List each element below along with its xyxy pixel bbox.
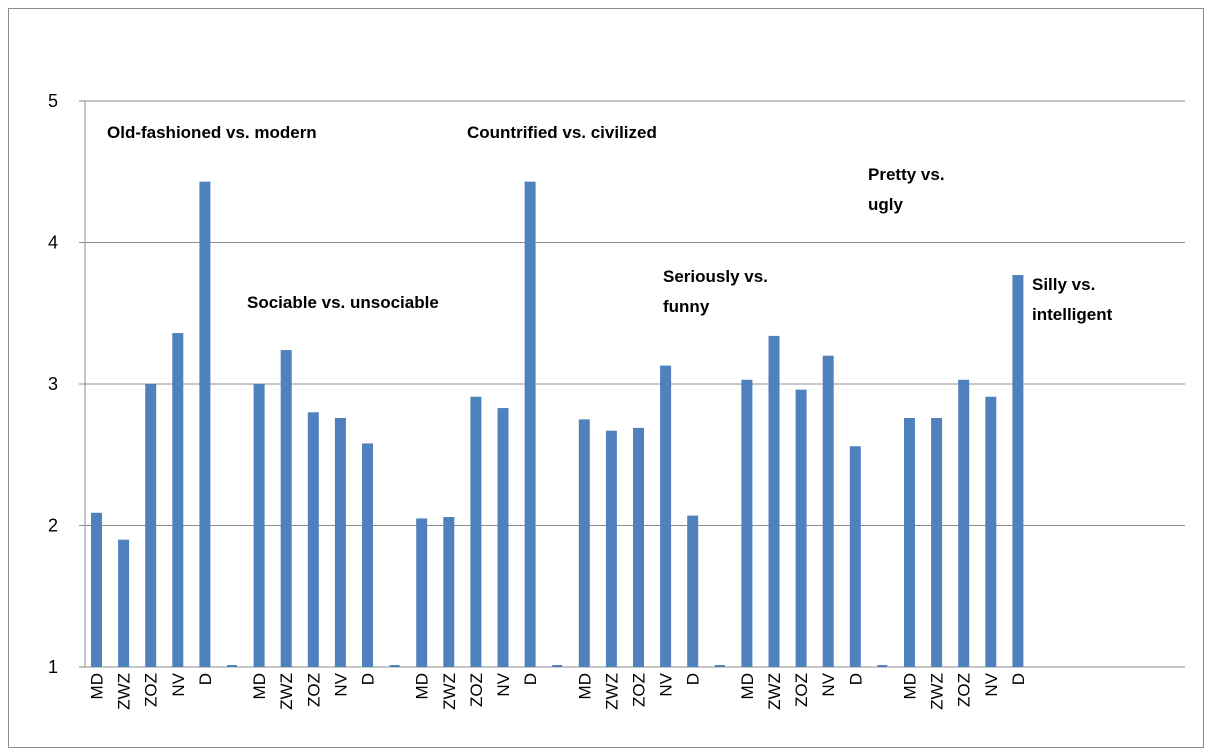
- group-label-1: Old-fashioned vs. modern: [107, 123, 317, 142]
- x-category-label: ZOZ: [304, 673, 323, 707]
- x-category-label: NV: [982, 672, 1001, 696]
- x-category-label: MD: [738, 673, 757, 699]
- x-category-label: D: [846, 673, 865, 685]
- bar-chart: 1 2 3 4 5 MD ZWZ ZOZ NV D Old-fashioned vs. modern…: [48, 91, 1185, 710]
- x-category-label: D: [684, 673, 703, 685]
- y-tick-label-1: 1: [48, 657, 58, 677]
- x-category-label: ZWZ: [928, 673, 947, 710]
- x-category-label: ZWZ: [440, 673, 459, 710]
- bar-5-zwz: [768, 335, 780, 667]
- bar-6-d: [1012, 275, 1024, 667]
- bar-1-zwz: [118, 539, 130, 667]
- x-category-label: D: [521, 673, 540, 685]
- y-tick-label-3: 3: [48, 374, 58, 394]
- bar-2-d: [362, 443, 373, 667]
- bar-5-d: [849, 446, 861, 667]
- x-category-label: MD: [250, 673, 269, 699]
- group-label-3: Countrified vs. civilized: [467, 123, 657, 142]
- group-label-5: ugly: [868, 195, 903, 214]
- bar-5-zoz: [795, 389, 807, 667]
- bar-3-md: [416, 518, 428, 667]
- bar-1-nv: [172, 333, 184, 667]
- bar-3-d: [524, 181, 536, 667]
- bar-6-zoz: [958, 379, 970, 667]
- x-category-label: ZWZ: [602, 673, 621, 710]
- x-category-label: ZOZ: [630, 673, 649, 707]
- bar-1-zoz: [145, 384, 157, 667]
- bar-5-md: [741, 379, 753, 667]
- x-category-label: ZOZ: [142, 673, 161, 707]
- x-category-label: MD: [901, 673, 920, 699]
- bar-4-zoz: [633, 427, 644, 667]
- x-category-label: NV: [494, 672, 513, 696]
- x-category-label: ZOZ: [955, 673, 974, 707]
- x-category-label: ZOZ: [792, 673, 811, 707]
- group-label-5: Pretty vs.: [868, 165, 945, 184]
- bar-4-md: [578, 419, 590, 667]
- bar-4-d: [687, 515, 699, 667]
- bar-3-nv: [497, 408, 509, 667]
- group-label-2: Sociable vs. unsociable: [247, 293, 439, 312]
- bar-3-zwz: [443, 517, 455, 667]
- group-label-6: intelligent: [1032, 305, 1113, 324]
- x-category-label: ZWZ: [115, 673, 134, 710]
- bar-2-nv: [334, 417, 346, 667]
- bar-2-zoz: [307, 412, 319, 667]
- y-tick-label-4: 4: [48, 233, 58, 253]
- bar-1-d: [199, 181, 211, 667]
- x-category-label: D: [1009, 673, 1028, 685]
- x-category-label: D: [196, 673, 215, 685]
- x-category-label: MD: [413, 673, 432, 699]
- x-category-label: D: [359, 673, 378, 685]
- y-tick-label-5: 5: [48, 91, 58, 111]
- x-category-label: ZWZ: [765, 673, 784, 710]
- group-label-6: Silly vs.: [1032, 275, 1095, 294]
- bar-2-zwz: [280, 350, 292, 667]
- bar-2-md: [253, 384, 265, 667]
- x-category-label: ZWZ: [277, 673, 296, 710]
- y-tick-label-2: 2: [48, 516, 58, 536]
- x-category-label: MD: [88, 673, 107, 699]
- x-category-label: NV: [819, 672, 838, 696]
- x-category-label: NV: [657, 672, 676, 696]
- group-label-4: funny: [663, 297, 710, 316]
- bar-3-zoz: [470, 396, 482, 667]
- bar-6-nv: [985, 396, 997, 667]
- bar-6-md: [904, 417, 915, 667]
- x-category-label: NV: [331, 672, 350, 696]
- bar-4-nv: [660, 365, 672, 667]
- x-category-label: NV: [169, 672, 188, 696]
- x-category-label: MD: [575, 673, 594, 699]
- bar-6-zwz: [931, 417, 943, 667]
- bar-4-zwz: [605, 430, 617, 667]
- bar-5-nv: [822, 355, 834, 667]
- group-label-4: Seriously vs.: [663, 267, 768, 286]
- bar-1-md: [91, 512, 102, 667]
- x-category-label: ZOZ: [467, 673, 486, 707]
